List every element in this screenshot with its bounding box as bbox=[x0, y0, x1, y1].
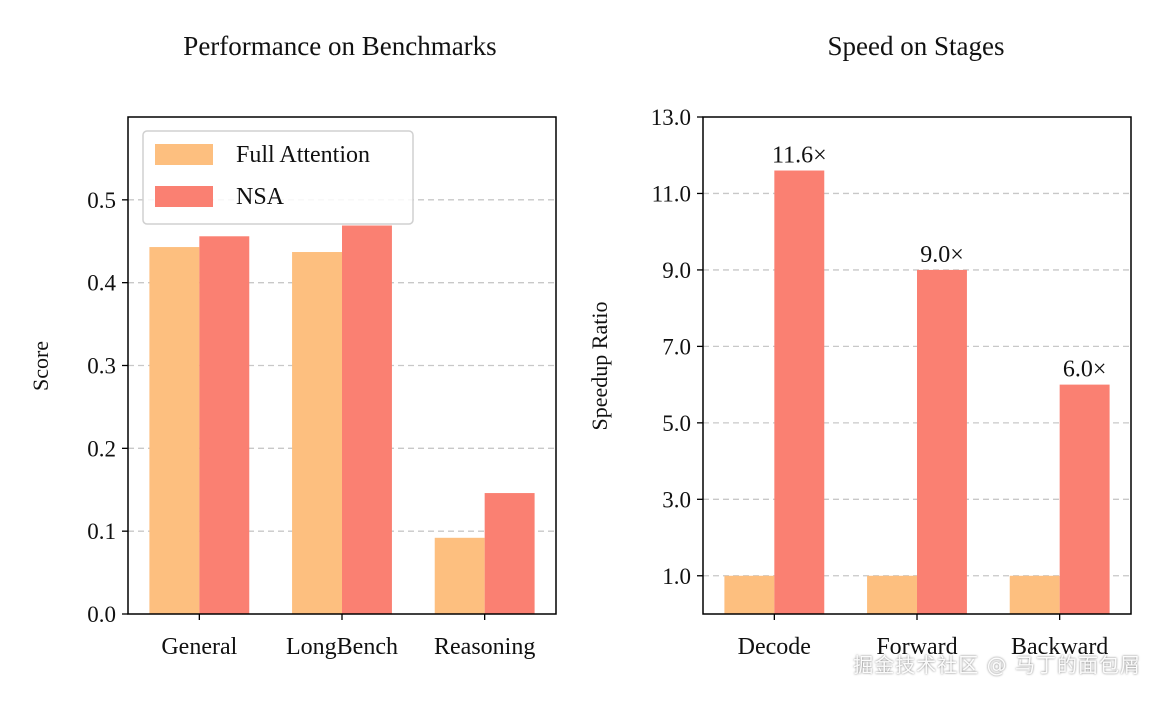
speed-y-axis-label: Speedup Ratio bbox=[587, 302, 612, 431]
y-tick-label: 5.0 bbox=[662, 411, 691, 436]
x-tick-label: Reasoning bbox=[434, 634, 535, 660]
legend-swatch-full-attention bbox=[155, 144, 213, 165]
benchmark-chart: Performance on Benchmarks Score 0.0 0.1 0.… bbox=[28, 31, 557, 660]
speed-chart: Speed on Stages Speedup Ratio 1.0 3.0 5.0 7… bbox=[587, 31, 1132, 660]
y-tick-label: 0.0 bbox=[87, 602, 116, 627]
bar-full-attention-reasoning bbox=[434, 537, 485, 614]
bar-nsa-decode bbox=[774, 170, 825, 614]
x-tick-label: General bbox=[161, 634, 237, 660]
benchmark-y-axis-label: Score bbox=[28, 341, 53, 391]
legend-label-full-attention: Full Attention bbox=[236, 142, 370, 168]
y-tick-label: 1.0 bbox=[662, 564, 691, 589]
benchmark-chart-title: Performance on Benchmarks bbox=[183, 31, 496, 61]
bar-full-attention-longbench bbox=[292, 252, 342, 615]
bar-full-attention-forward bbox=[867, 575, 917, 614]
legend-swatch-nsa bbox=[155, 186, 213, 207]
y-tick-label: 0.1 bbox=[87, 519, 116, 544]
y-tick-label: 3.0 bbox=[662, 487, 691, 512]
watermark: 掘金技术社区 @ 马丁的面包屑 bbox=[853, 653, 1141, 677]
x-tick-label: LongBench bbox=[286, 634, 398, 660]
y-tick-label: 0.2 bbox=[87, 436, 116, 461]
y-tick-label: 0.3 bbox=[87, 354, 116, 379]
x-tick-label: Decode bbox=[738, 634, 811, 660]
y-tick-label: 9.0 bbox=[662, 258, 691, 283]
y-tick-label: 13.0 bbox=[651, 105, 691, 130]
bar-full-attention-decode bbox=[724, 575, 775, 614]
legend-label-nsa: NSA bbox=[236, 184, 285, 210]
bar-nsa-backward bbox=[1059, 384, 1110, 614]
bar-nsa-longbench bbox=[342, 225, 392, 615]
bar-full-attention-backward bbox=[1009, 575, 1060, 614]
data-label: 9.0× bbox=[920, 242, 964, 268]
data-label: 11.6× bbox=[772, 143, 827, 169]
y-tick-label: 11.0 bbox=[652, 181, 691, 206]
bar-nsa-general bbox=[199, 236, 250, 614]
bar-full-attention-general bbox=[149, 247, 200, 614]
data-label: 6.0× bbox=[1063, 357, 1107, 383]
y-tick-label: 0.5 bbox=[87, 188, 116, 213]
x-tick-label: Backward bbox=[1011, 634, 1108, 660]
bar-nsa-forward bbox=[917, 269, 967, 614]
benchmark-legend: Full Attention NSA bbox=[142, 130, 414, 225]
bar-nsa-reasoning bbox=[484, 493, 535, 614]
y-tick-label: 7.0 bbox=[662, 334, 691, 359]
x-tick-label: Forward bbox=[876, 634, 957, 660]
speed-chart-title: Speed on Stages bbox=[828, 31, 1005, 61]
y-tick-label: 0.4 bbox=[87, 271, 116, 296]
